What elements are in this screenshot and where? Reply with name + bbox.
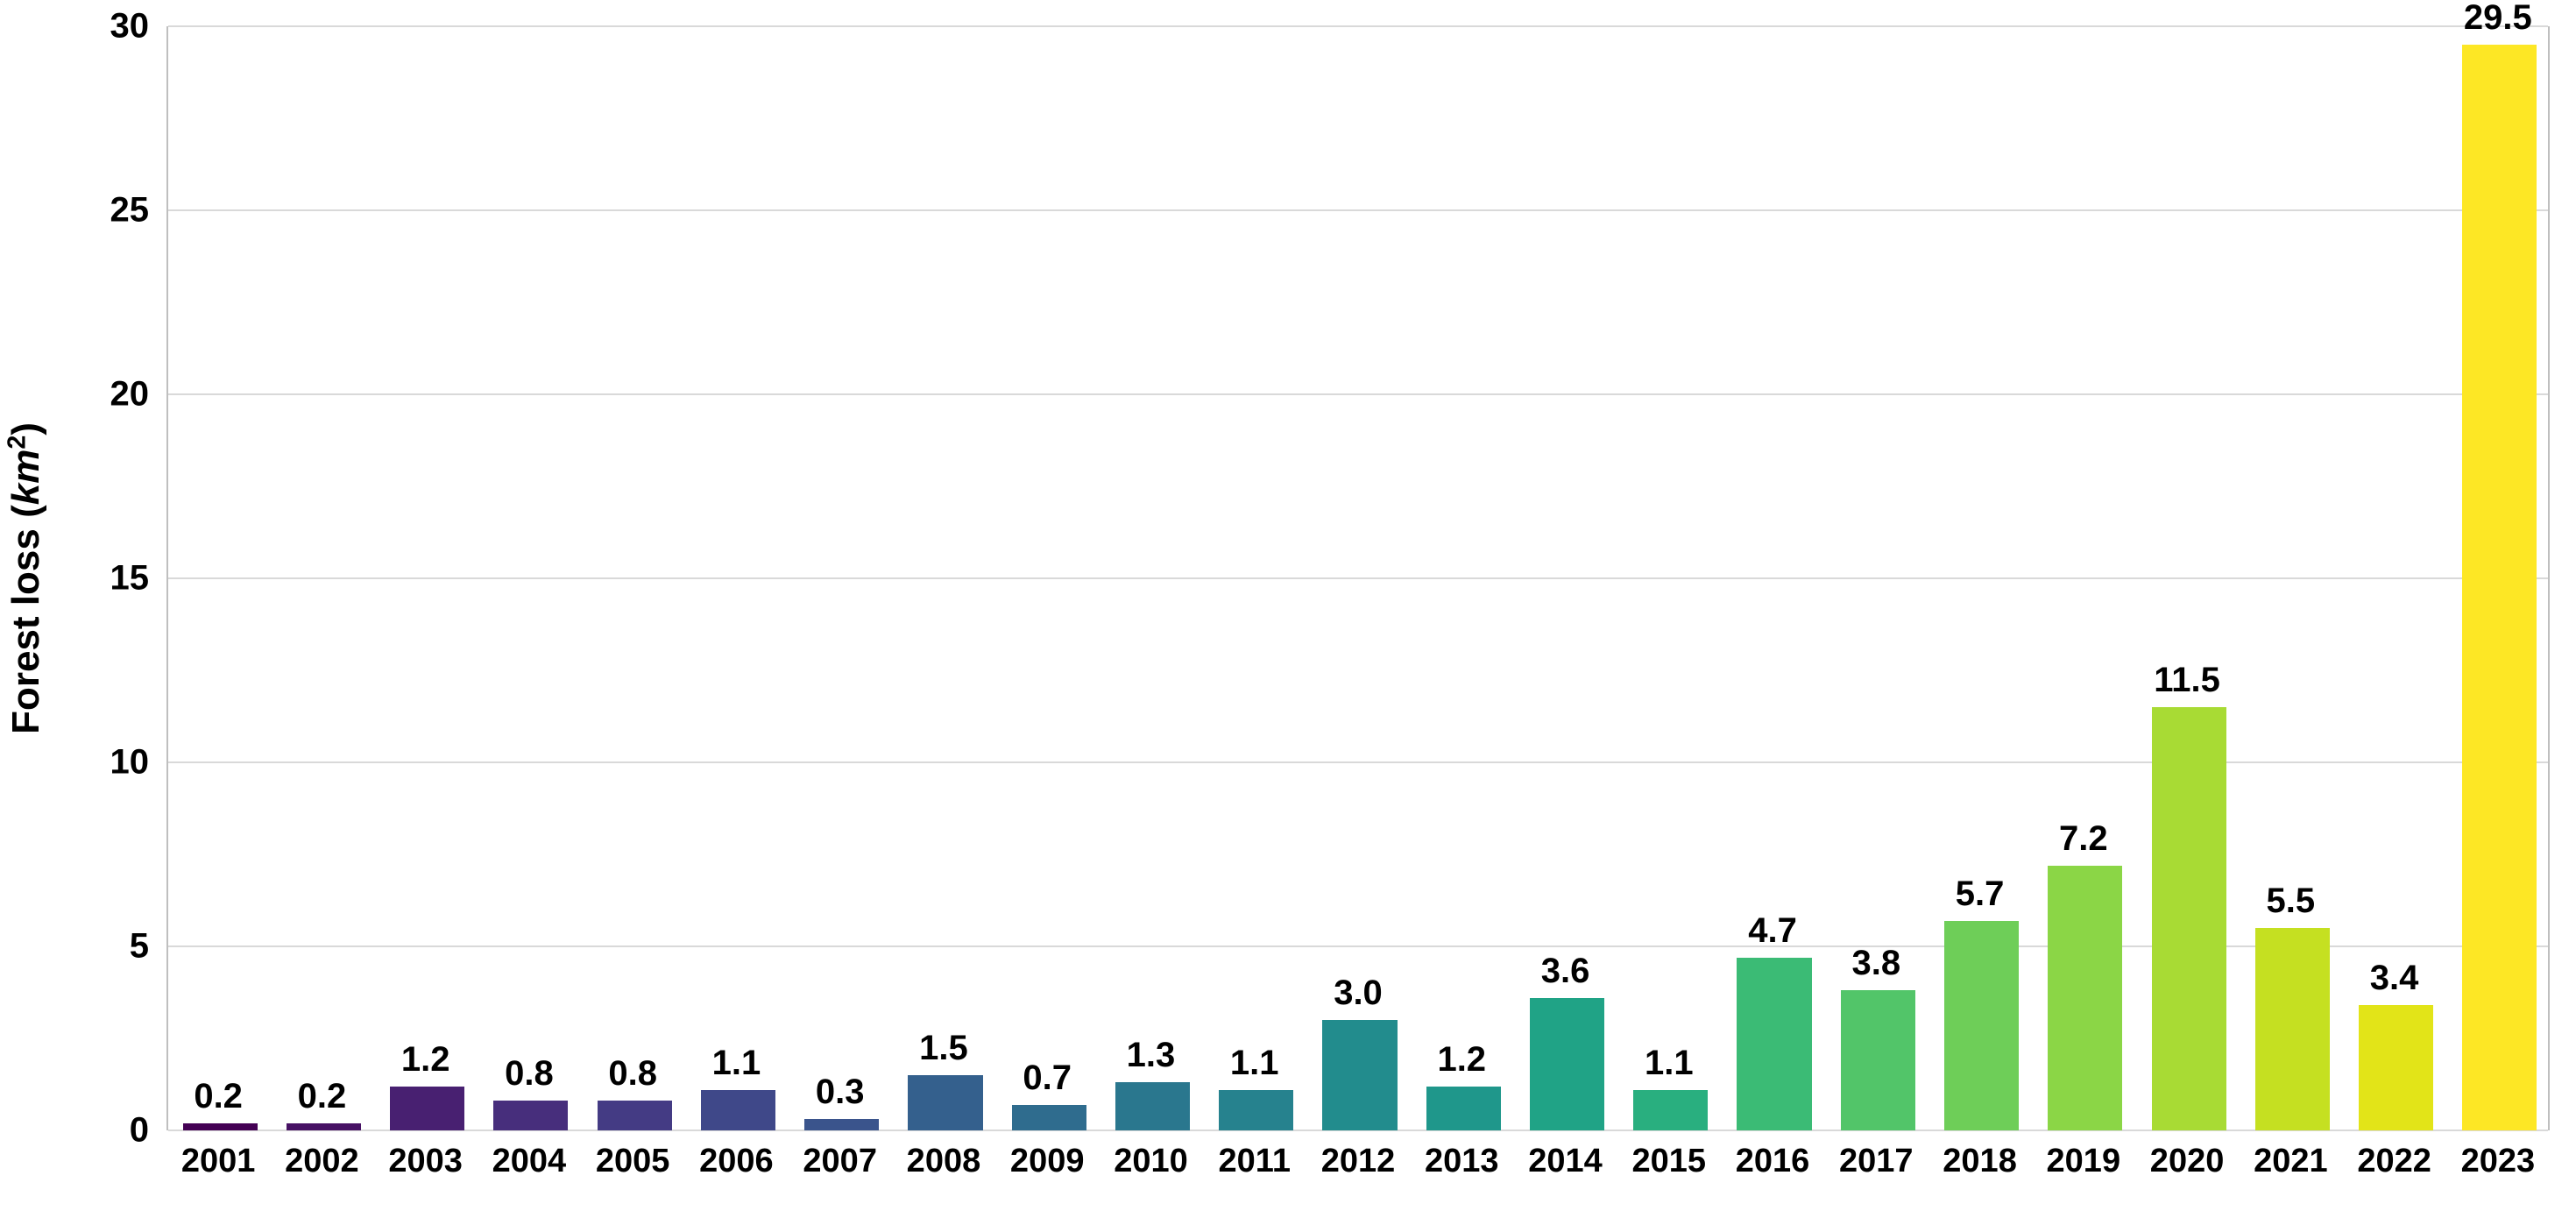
bar — [1219, 1090, 1293, 1130]
bar-value-label: 29.5 — [2464, 0, 2532, 38]
ylabel-unit: km — [4, 450, 47, 506]
x-tick-label: 2022 — [2357, 1143, 2431, 1180]
x-tick-label: 2001 — [181, 1143, 256, 1180]
bar-value-label: 0.3 — [816, 1073, 865, 1112]
bar-value-label: 0.8 — [608, 1054, 657, 1094]
y-tick-label: 20 — [61, 375, 149, 414]
forest-loss-bar-chart: Forest loss (km2) 0 5 10 15 20 25 30 0.2 2001 0.2… — [0, 0, 2576, 1218]
bar — [908, 1075, 982, 1130]
ylabel-unit-exp: 2 — [3, 436, 31, 450]
x-tick-label: 2018 — [1943, 1143, 2017, 1180]
x-tick-label: 2008 — [907, 1143, 981, 1180]
x-tick-label: 2003 — [388, 1143, 463, 1180]
x-tick-label: 2004 — [492, 1143, 567, 1180]
y-tick-label: 10 — [61, 743, 149, 782]
ylabel-paren-close: ) — [4, 422, 47, 436]
bar-value-label: 0.7 — [1023, 1059, 1072, 1098]
bar-value-label: 7.2 — [2059, 819, 2108, 859]
bar — [1944, 921, 2019, 1130]
y-tick-label: 15 — [61, 559, 149, 598]
x-tick-label: 2015 — [1632, 1143, 1707, 1180]
ylabel-paren-open: ( — [4, 505, 47, 518]
bar-value-label: 3.0 — [1334, 974, 1383, 1013]
bar — [1012, 1105, 1086, 1130]
bar — [1841, 990, 1915, 1130]
bar — [287, 1123, 361, 1130]
bar — [390, 1087, 464, 1130]
x-tick-label: 2017 — [1839, 1143, 1914, 1180]
bar — [2359, 1005, 2433, 1130]
bar — [2255, 928, 2330, 1130]
x-tick-label: 2011 — [1219, 1143, 1291, 1180]
x-tick-label: 2006 — [699, 1143, 774, 1180]
y-tick-label: 0 — [61, 1111, 149, 1151]
bar — [804, 1119, 879, 1130]
bar — [1737, 958, 1811, 1130]
x-tick-label: 2009 — [1010, 1143, 1085, 1180]
bar-value-label: 5.7 — [1956, 875, 2005, 914]
bar-value-label: 5.5 — [2267, 882, 2316, 921]
bars-layer — [168, 26, 2548, 1130]
x-tick-label: 2012 — [1321, 1143, 1396, 1180]
bar — [493, 1101, 568, 1130]
bar — [183, 1123, 258, 1130]
bar-value-label: 3.4 — [2370, 959, 2419, 998]
y-tick-label: 5 — [61, 927, 149, 967]
x-tick-label: 2020 — [2150, 1143, 2225, 1180]
bar-value-label: 0.2 — [194, 1077, 243, 1116]
x-tick-label: 2016 — [1736, 1143, 1810, 1180]
bar-value-label: 0.8 — [505, 1054, 554, 1094]
bar-value-label: 1.5 — [919, 1029, 968, 1068]
x-tick-label: 2013 — [1425, 1143, 1499, 1180]
x-tick-label: 2014 — [1528, 1143, 1603, 1180]
y-axis-label: Forest loss (km2) — [3, 422, 48, 734]
bar-value-label: 0.2 — [298, 1077, 347, 1116]
bar — [2048, 866, 2122, 1130]
x-tick-label: 2002 — [285, 1143, 359, 1180]
bar-value-label: 1.3 — [1127, 1036, 1176, 1075]
ylabel-text: Forest loss — [4, 518, 47, 734]
bar — [701, 1090, 775, 1130]
bar — [1426, 1087, 1501, 1130]
x-tick-label: 2005 — [596, 1143, 670, 1180]
bar-value-label: 4.7 — [1748, 911, 1797, 951]
bar — [598, 1101, 672, 1130]
bar — [2152, 707, 2226, 1130]
bar-value-label: 1.1 — [712, 1044, 761, 1083]
x-tick-label: 2010 — [1114, 1143, 1188, 1180]
x-tick-label: 2019 — [2047, 1143, 2121, 1180]
y-tick-label: 25 — [61, 191, 149, 230]
x-tick-label: 2023 — [2461, 1143, 2536, 1180]
bar — [1530, 998, 1604, 1130]
bar-value-label: 1.1 — [1230, 1044, 1279, 1083]
y-tick-label: 30 — [61, 7, 149, 46]
bar-value-label: 11.5 — [2154, 661, 2220, 700]
plot-area — [166, 26, 2550, 1130]
bar — [1322, 1020, 1397, 1130]
bar-value-label: 1.2 — [1437, 1040, 1486, 1080]
bar — [1115, 1082, 1190, 1130]
bar-value-label: 3.8 — [1851, 944, 1900, 983]
bar — [1633, 1090, 1708, 1130]
x-tick-label: 2021 — [2254, 1143, 2328, 1180]
bar-value-label: 1.2 — [401, 1040, 450, 1080]
bar-value-label: 3.6 — [1541, 952, 1590, 991]
x-tick-label: 2007 — [803, 1143, 877, 1180]
bar — [2462, 45, 2537, 1130]
bar-value-label: 1.1 — [1645, 1044, 1694, 1083]
